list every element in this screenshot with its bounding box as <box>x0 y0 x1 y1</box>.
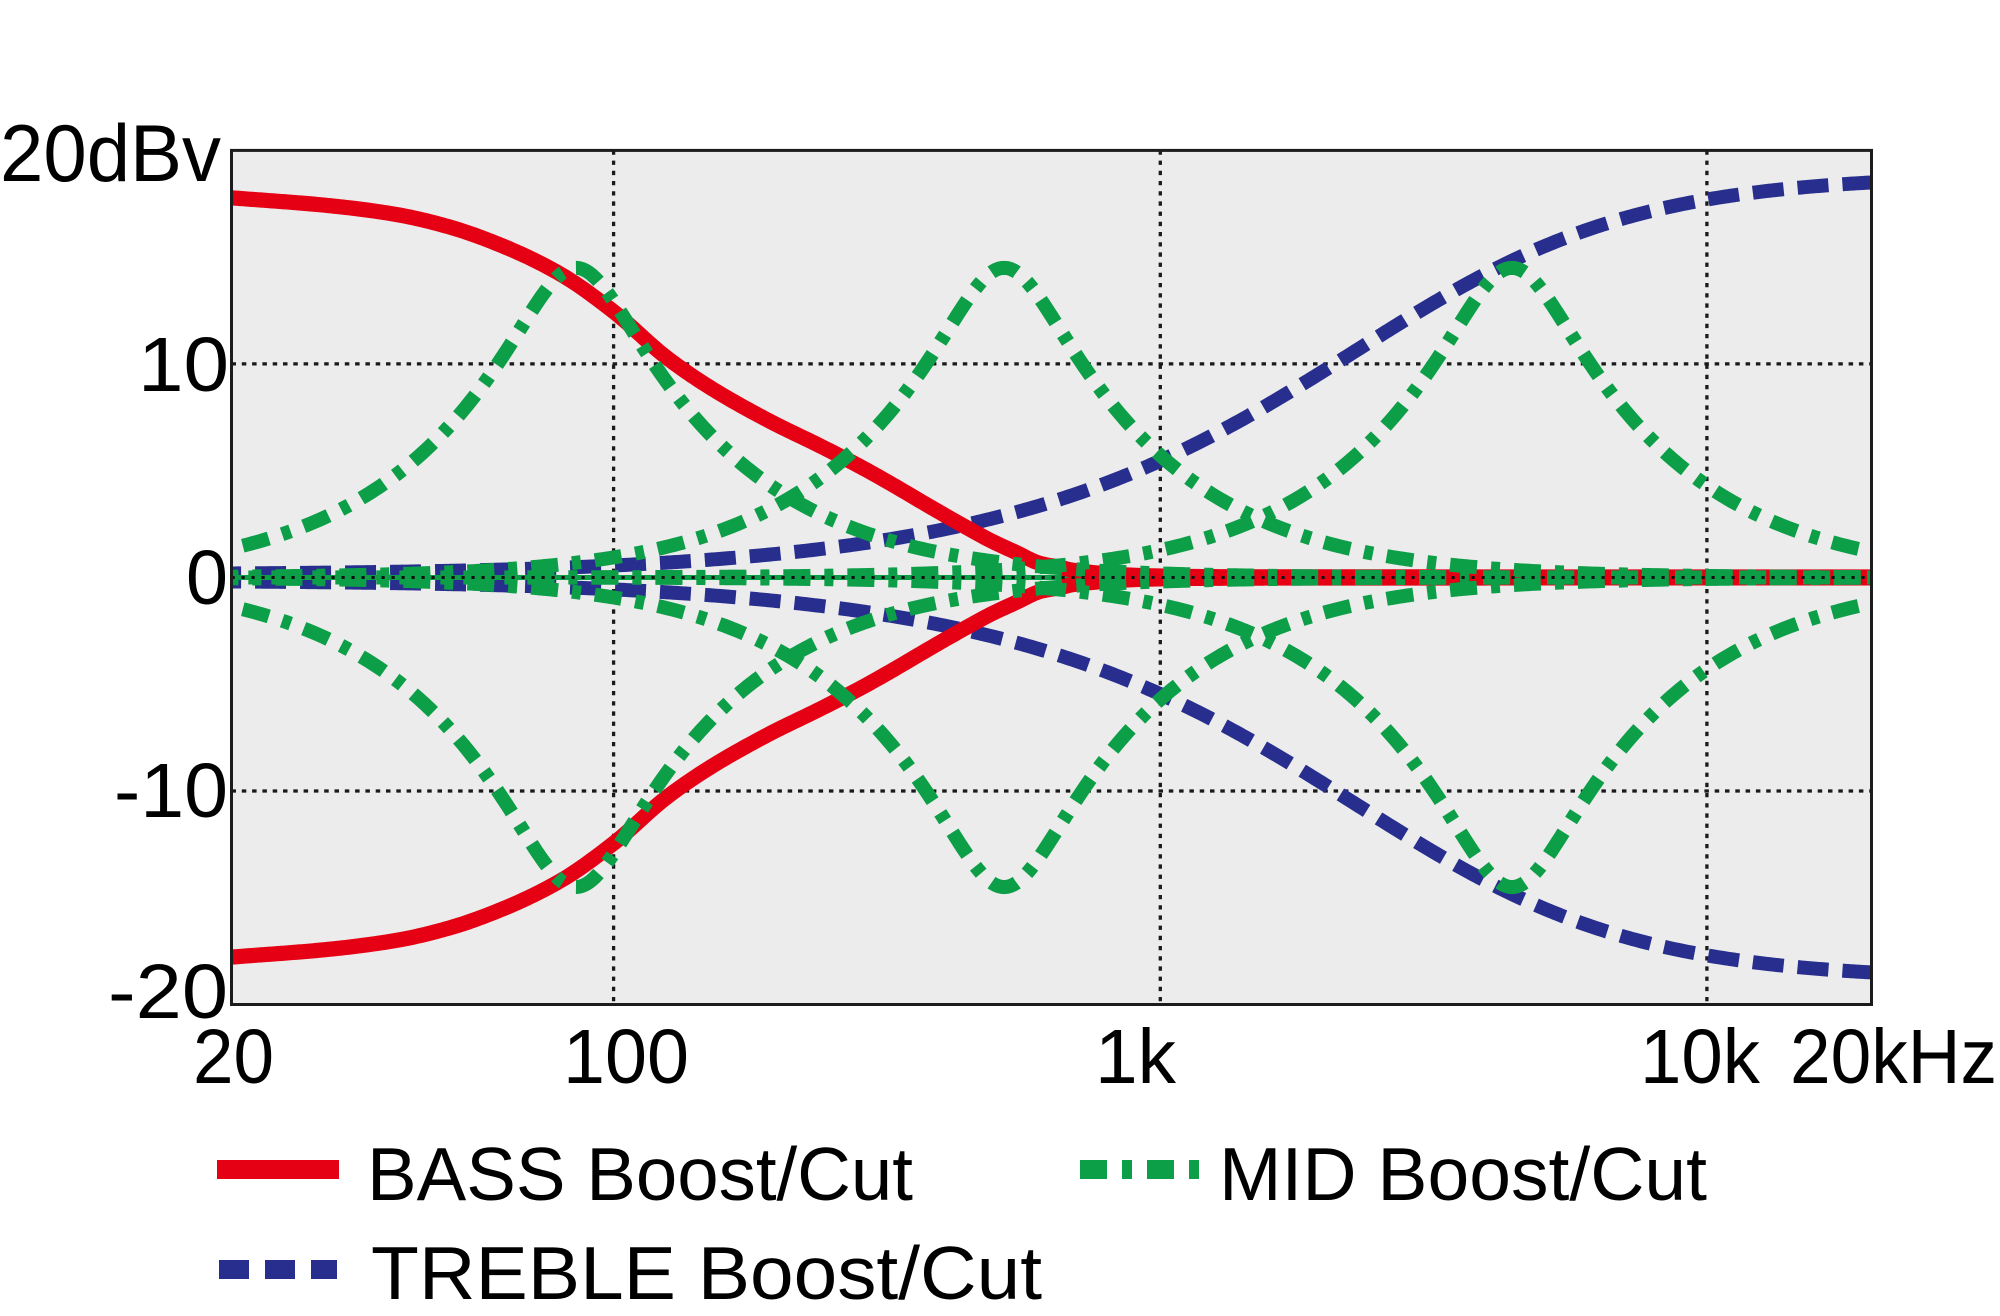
svg-text:TREBLE Boost/Cut: TREBLE Boost/Cut <box>371 1231 1042 1315</box>
svg-text:20: 20 <box>193 1014 274 1100</box>
svg-text:20kHz: 20kHz <box>1790 1014 1997 1100</box>
svg-text:MID Boost/Cut: MID Boost/Cut <box>1219 1132 1707 1216</box>
svg-text:0: 0 <box>186 535 228 621</box>
svg-text:100: 100 <box>563 1014 689 1100</box>
svg-text:BASS Boost/Cut: BASS Boost/Cut <box>367 1132 913 1216</box>
svg-text:1k: 1k <box>1095 1014 1176 1100</box>
svg-text:-20: -20 <box>108 949 228 1035</box>
svg-text:20dBv: 20dBv <box>0 109 221 199</box>
svg-text:10: 10 <box>138 322 229 408</box>
svg-text:10k: 10k <box>1640 1014 1760 1100</box>
svg-text:-10: -10 <box>114 748 228 834</box>
